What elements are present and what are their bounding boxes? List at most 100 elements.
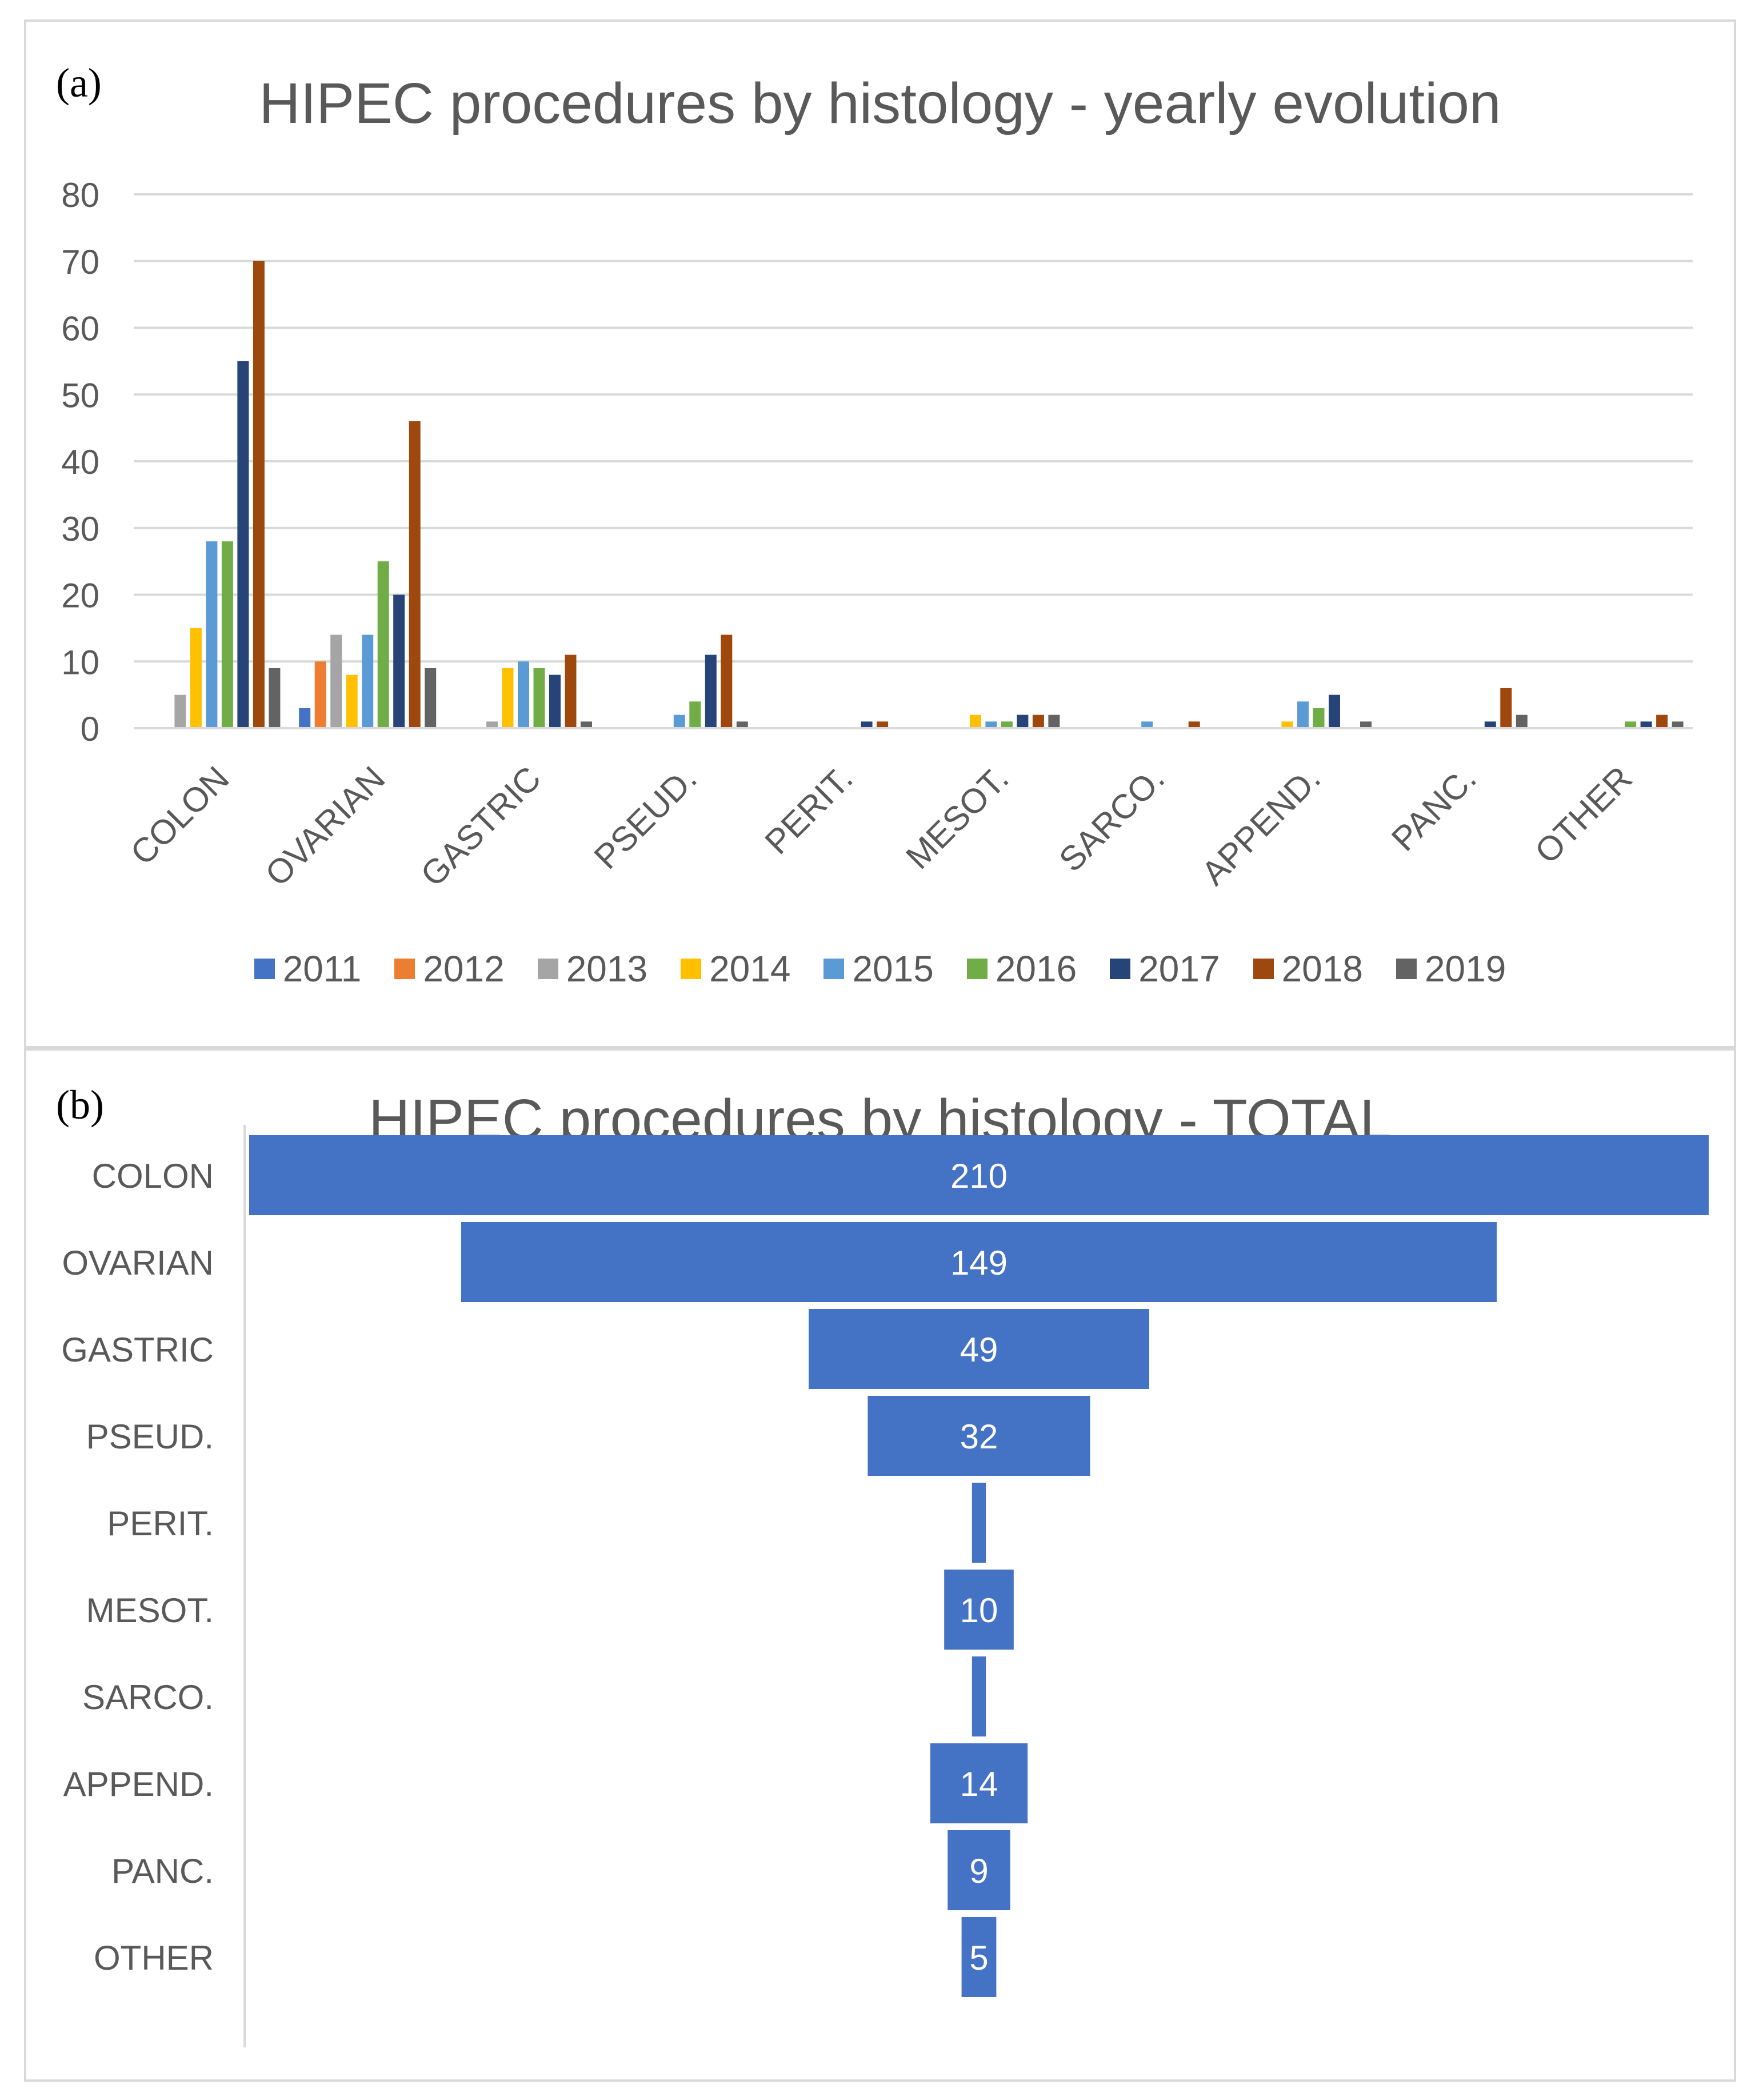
x-tick-label: SARCO. — [1052, 759, 1172, 879]
data-label: 32 — [960, 1418, 998, 1456]
legend-label: 2012 — [423, 948, 505, 989]
bar-2014-APPEND. — [1281, 721, 1293, 728]
y-tick-label: 80 — [61, 176, 99, 214]
data-label: 9 — [969, 1852, 988, 1890]
x-tick-label: PERIT. — [757, 759, 859, 861]
legend-swatch — [966, 959, 988, 979]
bar-2019-COLON — [269, 668, 281, 728]
bar-2019-OTHER — [1672, 721, 1684, 728]
bar-2018-GASTRIC — [565, 654, 577, 728]
bar-2017-PSEUD. — [705, 654, 717, 728]
legend-item-2019: 2019 — [1396, 948, 1506, 990]
bar-2017-APPEND. — [1329, 694, 1340, 728]
bar-2015-OVARIAN — [362, 634, 374, 728]
category-label: PSEUD. — [86, 1418, 214, 1456]
legend-label: 2011 — [282, 948, 362, 989]
bar-2019-PSEUD. — [736, 721, 748, 728]
x-tick-label: PSEUD. — [587, 759, 704, 876]
bar-2019-APPEND. — [1360, 721, 1372, 728]
y-tick-label: 70 — [61, 243, 99, 281]
bar-2016-APPEND. — [1313, 708, 1325, 728]
bar-2016-OVARIAN — [377, 561, 389, 728]
bar-2019-PANC. — [1516, 714, 1528, 728]
legend-label: 2015 — [852, 948, 934, 989]
legend-label: 2014 — [709, 948, 791, 989]
bar-2016-COLON — [221, 541, 233, 728]
data-label: 10 — [960, 1591, 998, 1630]
x-tick-label: OTHER — [1528, 759, 1640, 871]
category-label: COLON — [92, 1157, 214, 1195]
yearly-chart-legend: 2011 2012 2013 2014 2015 2016 2017 2018 2019 — [26, 948, 1734, 990]
y-tick-label: 0 — [81, 710, 99, 748]
data-label: 149 — [950, 1244, 1008, 1282]
legend-swatch — [1253, 959, 1274, 979]
x-tick-label: GASTRIC — [413, 759, 548, 894]
yearly-evolution-panel: (a) HIPEC procedures by histology - year… — [24, 19, 1736, 1048]
bar-2018-COLON — [253, 261, 265, 728]
legend-swatch — [1110, 959, 1131, 979]
bar-2015-GASTRIC — [518, 661, 529, 728]
bar-2015-COLON — [206, 541, 218, 728]
bar-2015-MESOT. — [985, 721, 997, 728]
x-tick-label: APPEND. — [1194, 759, 1328, 893]
x-tick-label: PANC. — [1384, 759, 1484, 859]
legend-swatch — [823, 959, 845, 979]
total-bar-OTHER — [961, 1917, 997, 1997]
yearly-bar-chart: 0 10 20 30 40 50 60 70 80 COLON OVARIAN GASTRIC PSEU… — [61, 176, 1693, 894]
category-label: PANC. — [111, 1852, 214, 1890]
bar-2013-GASTRIC — [486, 721, 498, 728]
bar-2012-OVARIAN — [314, 661, 326, 728]
legend-swatch — [537, 959, 558, 979]
total-panel: (b) HIPEC procedures by histology - TOTA… — [24, 1048, 1736, 2082]
total-bar-PERIT. — [972, 1483, 986, 1563]
bar-2019-MESOT. — [1048, 714, 1060, 728]
legend-item-2017: 2017 — [1110, 948, 1220, 990]
legend-swatch — [1396, 959, 1417, 979]
legend-label: 2013 — [566, 948, 648, 989]
legend-swatch — [681, 959, 702, 979]
panel-b-label: (b) — [56, 1082, 104, 1128]
bar-2011-OVARIAN — [299, 708, 311, 728]
category-label: MESOT. — [86, 1591, 214, 1630]
category-label: PERIT. — [107, 1504, 214, 1543]
bar-2014-COLON — [190, 628, 202, 728]
legend-item-2016: 2016 — [966, 948, 1077, 990]
legend-label: 2018 — [1281, 948, 1363, 989]
legend-swatch — [394, 959, 415, 979]
total-funnel-chart: 210 COLON 149 OVARIAN 49 GASTRIC 32 PSEUD. PERIT… — [61, 1125, 1709, 2047]
bar-2017-COLON — [237, 361, 249, 728]
bar-2017-PERIT. — [861, 721, 873, 728]
bar-2017-OTHER — [1640, 721, 1652, 728]
bar-2013-COLON — [174, 694, 186, 728]
data-label: 49 — [960, 1331, 998, 1369]
bar-2017-PANC. — [1484, 721, 1496, 728]
category-label: OVARIAN — [62, 1244, 214, 1282]
category-label: SARCO. — [82, 1678, 214, 1716]
bar-2016-OTHER — [1625, 721, 1637, 728]
legend-label: 2019 — [1424, 948, 1506, 989]
legend-label: 2016 — [995, 948, 1077, 989]
panel-a-label: (a) — [56, 60, 102, 106]
yearly-chart-title: HIPEC procedures by histology - yearly e… — [259, 71, 1501, 135]
bar-2015-APPEND. — [1297, 701, 1309, 728]
bar-2018-SARCO. — [1188, 721, 1200, 728]
bar-2019-GASTRIC — [581, 721, 592, 728]
total-bar-SARCO. — [972, 1656, 986, 1736]
bar-2016-PSEUD. — [689, 701, 701, 728]
y-tick-label: 10 — [61, 643, 99, 681]
y-tick-label: 60 — [61, 310, 99, 348]
bar-2018-PSEUD. — [721, 634, 733, 728]
bar-2017-MESOT. — [1017, 714, 1029, 728]
bar-2013-OVARIAN — [330, 634, 342, 728]
legend-item-2018: 2018 — [1253, 948, 1363, 990]
bar-2014-MESOT. — [969, 714, 981, 728]
bar-2016-MESOT. — [1001, 721, 1013, 728]
total-bar-MESOT. — [944, 1570, 1014, 1650]
legend-item-2014: 2014 — [681, 948, 790, 990]
y-tick-label: 50 — [61, 376, 99, 414]
category-label: GASTRIC — [61, 1331, 214, 1369]
y-tick-label: 40 — [61, 443, 99, 481]
bar-2019-OVARIAN — [425, 668, 437, 728]
total-bar-OVARIAN — [461, 1222, 1497, 1302]
data-label: 210 — [950, 1157, 1008, 1195]
